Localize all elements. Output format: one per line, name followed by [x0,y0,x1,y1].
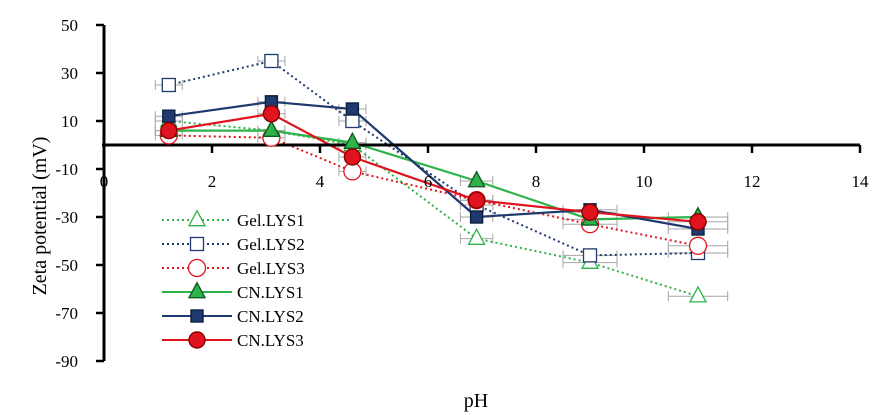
data-point [469,210,484,224]
legend-label: Gel.LYS3 [237,259,305,278]
data-point [467,227,486,245]
legend-label: Gel.LYS1 [237,211,305,230]
x-tick-label: 8 [532,172,541,191]
x-tick-label: 10 [636,172,653,191]
legend-marker [187,209,207,227]
legend-marker [187,281,207,299]
series-line [168,134,699,247]
y-tick-label: -50 [55,256,78,275]
data-point [162,109,176,123]
data-point [264,53,279,69]
series-markers [159,53,708,303]
series-line [168,120,699,298]
legend-label: CN.LYS1 [237,283,304,302]
y-tick-label: 50 [61,16,78,35]
data-point [582,248,598,263]
data-point [467,191,486,209]
series-line [168,100,699,231]
legend-label: Gel.LYS2 [237,235,305,254]
x-tick-label: 14 [852,172,870,191]
legend-marker [189,236,205,252]
data-point [345,102,360,116]
legend-label: CN.LYS2 [237,307,304,326]
data-point [688,236,708,255]
legend-marker [190,309,204,323]
series-line [168,112,699,223]
data-point [343,148,362,166]
x-axis-title: pH [464,390,488,412]
data-point [262,119,281,138]
y-tick-label: -10 [55,160,78,179]
y-tick-label: 10 [61,112,78,131]
legend-marker [188,331,206,349]
x-tick-label: 2 [208,172,217,191]
series-lines [168,60,699,298]
legend-marker [187,258,207,278]
data-point [688,285,708,303]
data-point [581,203,599,221]
data-point [161,77,176,93]
y-axis-title: Zeta potential (mV) [29,137,51,296]
data-point [262,105,281,123]
y-tick-label: 30 [61,64,78,83]
x-tick-label: 6 [424,172,433,191]
data-point [689,213,707,231]
x-tick-label: 12 [744,172,761,191]
legend-label: CN.LYS3 [237,331,304,350]
data-point [345,113,360,129]
x-tick-label: 4 [316,172,325,191]
y-tick-label: -70 [55,304,78,323]
y-tick-label: -30 [55,208,78,227]
legend: Gel.LYS1 Gel.LYS2 Gel.LYS3 CN.LYS1 CN.LYS2 CN… [162,209,305,350]
y-tick-label: -90 [55,352,78,371]
axes: 0 2 4 6 8 10 12 14 50 30 10 -10 -30 -50 -70 -90 [55,16,869,371]
data-point [467,170,486,188]
x-tick-label: 0 [100,172,109,191]
data-point [160,121,178,140]
